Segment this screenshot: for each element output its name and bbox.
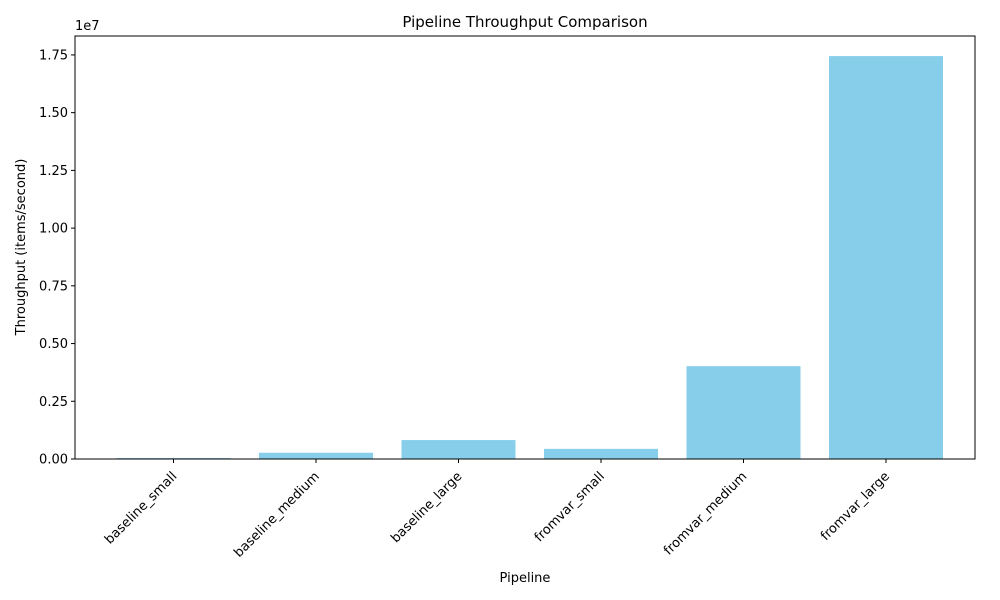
y-tick-label: 0.75	[39, 279, 68, 294]
bars-group	[116, 56, 943, 459]
y-tick-label: 1.75	[39, 48, 68, 63]
bar-fromvar_large	[829, 56, 943, 459]
x-tick-label-fromvar_medium: fromvar_medium	[661, 469, 750, 558]
bar-fromvar_small	[544, 448, 658, 459]
x-axis-ticks: baseline_small baseline_medium baseline_la…	[102, 459, 893, 561]
y-tick-label: 1.50	[39, 106, 68, 121]
bar-baseline_large	[401, 440, 516, 459]
bar-baseline_medium	[259, 452, 373, 459]
x-axis-label: Pipeline	[500, 571, 551, 586]
y-tick-label: 0.50	[39, 337, 68, 352]
x-tick-label-fromvar_large: fromvar_large	[818, 469, 893, 544]
y-offset-label: 1e7	[75, 19, 100, 34]
y-tick-label: 0.00	[39, 453, 68, 468]
x-tick-label-baseline_medium: baseline_medium	[231, 469, 322, 560]
y-tick-label: 1.25	[39, 164, 68, 179]
y-axis-label: Throughput (items/second)	[14, 159, 29, 337]
y-tick-label: 1.00	[39, 222, 68, 237]
plot-frame	[74, 35, 976, 460]
x-tick-label-baseline_large: baseline_large	[388, 469, 465, 546]
x-tick-label-fromvar_small: fromvar_small	[532, 469, 608, 545]
bar-fromvar_medium	[686, 366, 801, 459]
chart-title: Pipeline Throughput Comparison	[402, 13, 647, 31]
y-axis-ticks: 0.00 0.25 0.50 0.75 1.00 1.25 1.50 1.75	[39, 48, 75, 468]
x-tick-label-baseline_small: baseline_small	[102, 469, 180, 547]
y-tick-label: 0.25	[39, 395, 68, 410]
